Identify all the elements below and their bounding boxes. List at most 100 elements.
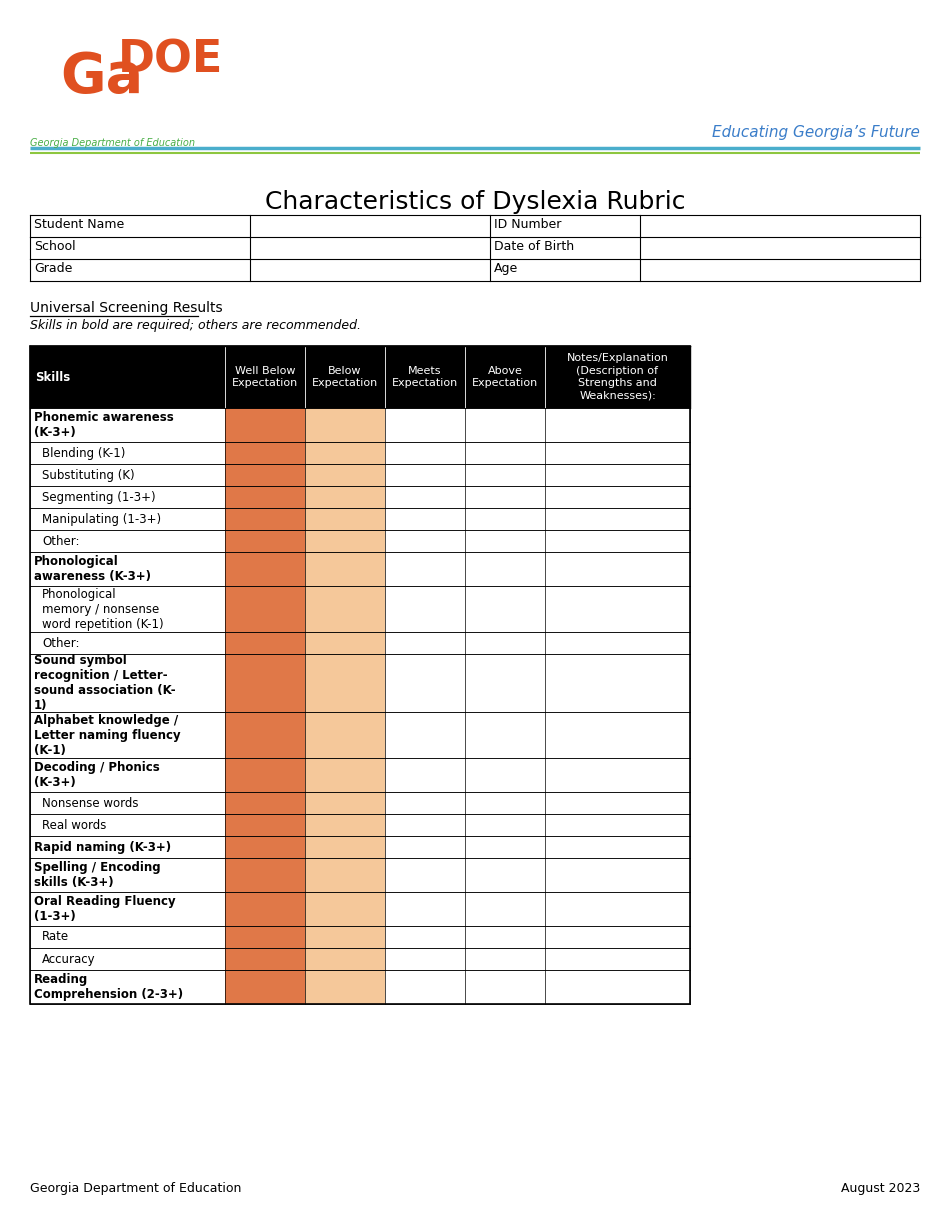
Bar bbox=[305, 970, 385, 1004]
Text: Student Name: Student Name bbox=[34, 218, 124, 231]
Bar bbox=[30, 926, 225, 948]
Text: Phonological
awareness (K-3+): Phonological awareness (K-3+) bbox=[34, 555, 151, 583]
Bar bbox=[545, 464, 690, 486]
Bar bbox=[465, 758, 545, 792]
Text: Grade: Grade bbox=[34, 262, 72, 276]
Bar bbox=[225, 585, 305, 632]
Bar bbox=[225, 970, 305, 1004]
Bar bbox=[465, 792, 545, 814]
Bar bbox=[545, 552, 690, 585]
Bar bbox=[225, 654, 305, 712]
Bar bbox=[385, 792, 465, 814]
Text: Above
Expectation: Above Expectation bbox=[472, 365, 538, 389]
Bar bbox=[225, 486, 305, 508]
Bar bbox=[385, 508, 465, 530]
Text: Universal Screening Results: Universal Screening Results bbox=[30, 301, 222, 315]
Text: Phonemic awareness
(K-3+): Phonemic awareness (K-3+) bbox=[34, 411, 174, 439]
Text: Other:: Other: bbox=[42, 535, 80, 547]
Bar bbox=[225, 836, 305, 859]
Bar bbox=[305, 464, 385, 486]
Bar bbox=[465, 814, 545, 836]
Bar bbox=[30, 632, 225, 654]
Text: August 2023: August 2023 bbox=[841, 1182, 920, 1196]
Bar bbox=[385, 926, 465, 948]
Text: Blending (K-1): Blending (K-1) bbox=[42, 446, 125, 460]
Bar bbox=[30, 346, 690, 408]
Bar bbox=[545, 926, 690, 948]
Bar bbox=[225, 464, 305, 486]
Text: Phonological
memory / nonsense
word repetition (K-1): Phonological memory / nonsense word repe… bbox=[42, 588, 163, 631]
Bar bbox=[305, 486, 385, 508]
Bar bbox=[545, 758, 690, 792]
Bar bbox=[385, 970, 465, 1004]
Bar bbox=[385, 632, 465, 654]
Bar bbox=[385, 814, 465, 836]
Bar bbox=[30, 654, 225, 712]
Bar bbox=[465, 408, 545, 442]
Bar bbox=[30, 585, 225, 632]
Text: Date of Birth: Date of Birth bbox=[494, 240, 574, 253]
Bar bbox=[305, 442, 385, 464]
Text: Reading
Comprehension (2-3+): Reading Comprehension (2-3+) bbox=[34, 973, 183, 1001]
Bar bbox=[545, 442, 690, 464]
Bar bbox=[465, 464, 545, 486]
Text: Skills: Skills bbox=[35, 370, 70, 384]
Bar bbox=[545, 836, 690, 859]
Bar bbox=[225, 632, 305, 654]
Bar bbox=[545, 654, 690, 712]
Bar bbox=[305, 814, 385, 836]
Bar bbox=[225, 552, 305, 585]
Bar bbox=[385, 464, 465, 486]
Bar bbox=[465, 442, 545, 464]
Bar bbox=[465, 712, 545, 758]
Bar bbox=[465, 654, 545, 712]
Bar bbox=[305, 408, 385, 442]
Bar bbox=[30, 464, 225, 486]
Bar bbox=[385, 552, 465, 585]
Bar bbox=[30, 892, 225, 926]
Bar bbox=[385, 892, 465, 926]
Bar bbox=[30, 948, 225, 970]
Bar bbox=[225, 712, 305, 758]
Text: Below
Expectation: Below Expectation bbox=[312, 365, 378, 389]
Bar bbox=[305, 508, 385, 530]
Bar bbox=[545, 970, 690, 1004]
Text: School: School bbox=[34, 240, 76, 253]
Bar bbox=[30, 442, 225, 464]
Bar bbox=[545, 508, 690, 530]
Bar bbox=[465, 926, 545, 948]
Bar bbox=[545, 814, 690, 836]
Bar bbox=[30, 346, 690, 1004]
Bar bbox=[545, 792, 690, 814]
Bar bbox=[465, 508, 545, 530]
Bar bbox=[305, 926, 385, 948]
Text: Georgia Department of Education: Georgia Department of Education bbox=[30, 1182, 241, 1196]
Bar bbox=[225, 926, 305, 948]
Bar bbox=[385, 442, 465, 464]
Bar bbox=[305, 585, 385, 632]
Text: DOE: DOE bbox=[118, 38, 223, 81]
Bar bbox=[305, 530, 385, 552]
Text: Decoding / Phonics
(K-3+): Decoding / Phonics (K-3+) bbox=[34, 761, 160, 788]
Bar bbox=[305, 654, 385, 712]
Text: Oral Reading Fluency
(1-3+): Oral Reading Fluency (1-3+) bbox=[34, 895, 176, 922]
Bar bbox=[545, 948, 690, 970]
Text: Educating Georgia’s Future: Educating Georgia’s Future bbox=[712, 125, 920, 140]
Text: Spelling / Encoding
skills (K-3+): Spelling / Encoding skills (K-3+) bbox=[34, 861, 161, 889]
Bar bbox=[30, 508, 225, 530]
Bar bbox=[30, 836, 225, 859]
Bar bbox=[225, 530, 305, 552]
Bar bbox=[225, 892, 305, 926]
Bar bbox=[30, 408, 225, 442]
Text: Segmenting (1-3+): Segmenting (1-3+) bbox=[42, 491, 156, 503]
Bar bbox=[385, 758, 465, 792]
Bar bbox=[545, 632, 690, 654]
Bar bbox=[305, 859, 385, 892]
Text: Sound symbol
recognition / Letter-
sound association (K-
1): Sound symbol recognition / Letter- sound… bbox=[34, 654, 176, 712]
Bar bbox=[305, 892, 385, 926]
Bar bbox=[385, 585, 465, 632]
Bar bbox=[30, 712, 225, 758]
Bar bbox=[385, 486, 465, 508]
Text: Substituting (K): Substituting (K) bbox=[42, 469, 135, 481]
Bar bbox=[545, 530, 690, 552]
